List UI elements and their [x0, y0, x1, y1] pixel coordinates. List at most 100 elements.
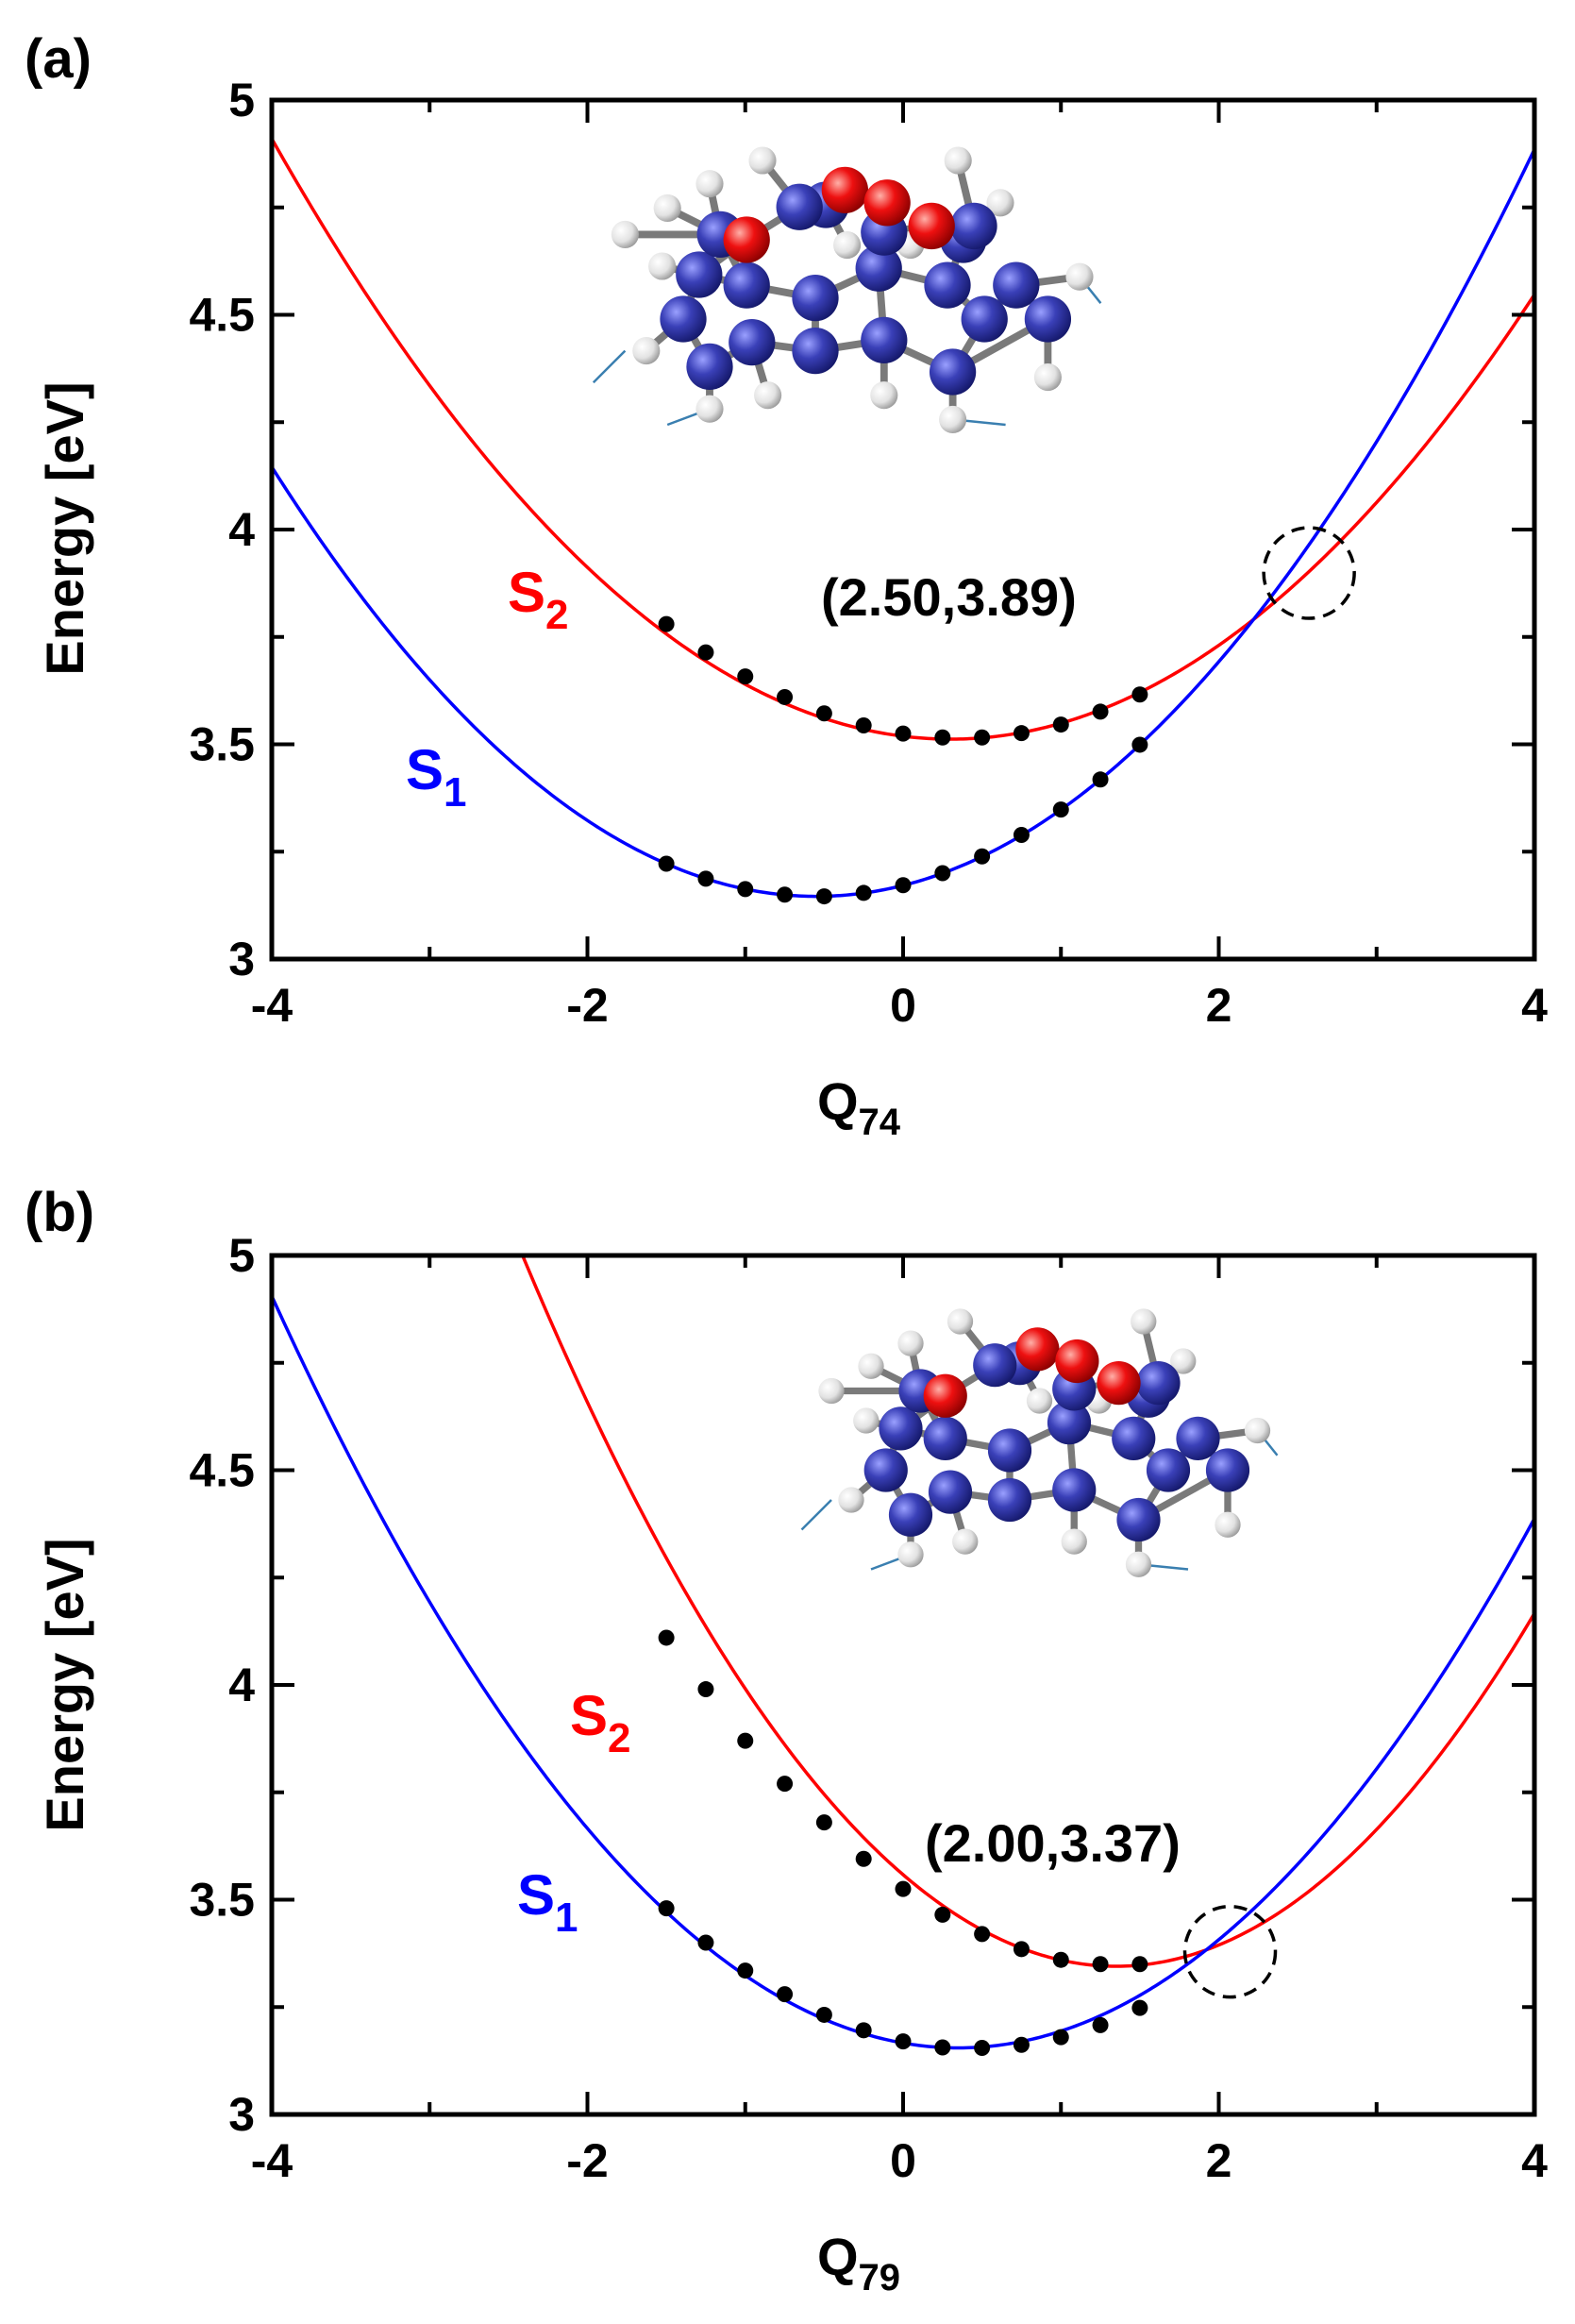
hydrogen-atom	[632, 337, 661, 365]
y-tick-label: 4	[228, 503, 255, 556]
data-point-s1	[658, 855, 675, 872]
hydrogen-atom	[838, 1487, 864, 1513]
carbon-atom	[676, 251, 723, 298]
data-point-s1	[855, 884, 872, 901]
oxygen-atom	[923, 1373, 967, 1418]
hydrogen-atom	[1215, 1511, 1241, 1538]
panel-b: (b) -4 -2 0 2 433.544.55 Energy [eV] Q79 S2 …	[25, 1182, 1548, 2299]
data-point-s1	[737, 881, 754, 898]
carbon-atom	[924, 261, 971, 309]
crossing-annotation: (2.50,3.89)	[821, 567, 1077, 627]
y-tick-label: 5	[228, 1229, 255, 1282]
carbon-atom	[928, 1470, 973, 1514]
y-tick-label: 5	[228, 74, 255, 126]
displacement-vector	[800, 1499, 832, 1531]
data-point-s2	[697, 644, 714, 661]
x-axis-title: Q74	[817, 1071, 901, 1143]
hydrogen-atom	[653, 194, 681, 222]
carbon-atom	[1112, 1416, 1156, 1460]
hydrogen-atom	[1061, 1528, 1087, 1555]
y-tick-label: 3.5	[189, 1874, 255, 1927]
data-point-s2	[895, 1880, 912, 1897]
hydrogen-atom	[818, 1377, 845, 1405]
data-point-s2	[1013, 725, 1030, 742]
carbon-atom	[973, 1343, 1017, 1388]
x-tick-label: 0	[890, 979, 916, 1032]
series-label-symbol: S	[508, 561, 545, 624]
oxygen-atom	[1015, 1327, 1060, 1372]
data-point-s2	[737, 1732, 754, 1749]
data-point-s2	[777, 1776, 794, 1793]
carbon-atom	[987, 1428, 1032, 1473]
hydrogen-atom	[754, 381, 782, 410]
carbon-atom	[961, 295, 1008, 343]
carbon-atom	[929, 348, 977, 396]
data-point-s2	[697, 1681, 714, 1698]
hydrogen-atom	[897, 1541, 924, 1568]
data-point-s1	[1052, 2029, 1069, 2046]
crossing-marker	[1262, 526, 1356, 620]
data-point-s2	[737, 668, 754, 685]
series-line-s2	[520, 1255, 1534, 1968]
data-point-s1	[1052, 801, 1069, 818]
data-point-s2	[1092, 703, 1109, 720]
oxygen-atom	[723, 216, 770, 263]
data-point-s2	[895, 725, 912, 742]
data-point-s1	[934, 865, 951, 882]
panel-label: (b)	[25, 1182, 94, 1243]
carbon-atom	[776, 183, 823, 230]
series-layer	[272, 1255, 1534, 2056]
data-point-s1	[1131, 736, 1148, 753]
x-tick-label: 2	[1206, 2134, 1232, 2187]
data-point-s1	[697, 870, 714, 887]
hydrogen-atom	[611, 220, 639, 248]
oxygen-atom	[1097, 1361, 1141, 1406]
data-point-s2	[934, 1906, 951, 1923]
data-point-s1	[777, 1986, 794, 2003]
x-tick-label: 4	[1521, 2134, 1548, 2187]
data-point-s1	[1013, 827, 1030, 844]
axis-ticks: -4 -2 0 2 4 3 3.5 4 4.5 5	[189, 1229, 1548, 2187]
data-point-s1	[777, 886, 794, 903]
series-label-symbol: S	[517, 1863, 555, 1927]
data-point-s2	[815, 1814, 832, 1831]
molecule-structure-image	[800, 1308, 1279, 1577]
hydrogen-atom	[695, 395, 724, 423]
data-point-s2	[974, 729, 991, 746]
hydrogen-atom	[1131, 1308, 1157, 1335]
hydrogen-atom	[897, 1330, 924, 1356]
carbon-atom	[993, 261, 1040, 309]
y-tick-label: 3	[228, 933, 255, 985]
hydrogen-atom	[1170, 1348, 1197, 1374]
x-axis-title: Q79	[817, 2227, 900, 2299]
x-tick-label: -2	[566, 2134, 608, 2187]
x-axis-symbol: Q	[817, 2227, 859, 2286]
data-point-s1	[934, 2039, 951, 2056]
hydrogen-atom	[853, 1407, 880, 1434]
data-point-s2	[974, 1926, 991, 1943]
series-label-subscript: 1	[444, 769, 466, 816]
data-point-s1	[855, 2022, 872, 2039]
oxygen-atom	[863, 179, 911, 227]
x-tick-label: -4	[251, 979, 293, 1032]
molecule-atoms	[611, 146, 1094, 433]
carbon-atom	[1116, 1497, 1161, 1542]
crossing-annotation: (2.00,3.37)	[925, 1813, 1181, 1873]
carbon-atom	[729, 319, 776, 366]
y-axis-title: Energy [eV]	[35, 1538, 94, 1831]
x-axis-subscript: 74	[859, 1102, 901, 1143]
data-point-s2	[1092, 1956, 1109, 1973]
displacement-vector	[592, 349, 627, 384]
x-axis-symbol: Q	[817, 1071, 859, 1131]
carbon-atom	[1136, 1361, 1181, 1406]
series-label-s2: S2	[570, 1684, 631, 1761]
y-tick-label: 4	[228, 1659, 255, 1711]
hydrogen-atom	[1033, 363, 1062, 392]
series-layer	[272, 138, 1534, 905]
data-point-s1	[1131, 1999, 1148, 2016]
x-axis-subscript: 79	[859, 2257, 901, 2299]
crossing-marker	[1182, 1904, 1278, 1999]
hydrogen-atom	[1125, 1551, 1152, 1577]
y-tick-label: 4.5	[189, 289, 255, 342]
